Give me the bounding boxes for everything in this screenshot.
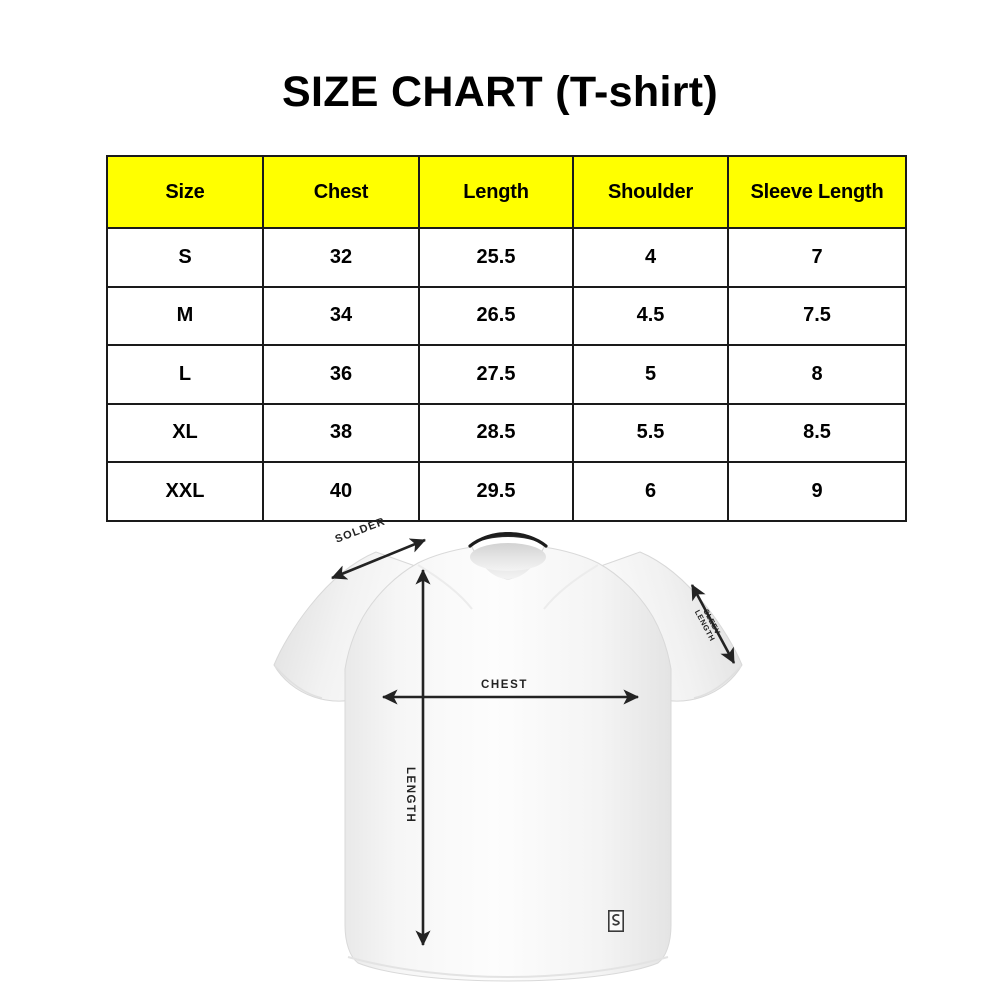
tshirt-measurement-diagram: SOLDER CHEST LENGTH SLEEV LENGTH — [248, 505, 768, 995]
cell-shoulder: 4.5 — [572, 285, 729, 346]
cell-size: XL — [106, 402, 264, 463]
sleeve-length-arrow — [690, 584, 736, 664]
column-header-shoulder: Shoulder — [572, 155, 729, 229]
table-body: S 32 25.5 4 7 M 34 26.5 4.5 7.5 L 36 27.… — [106, 227, 907, 522]
column-header-sleeve-length: Sleeve Length — [727, 155, 907, 229]
table-header-row: Size Chest Length Shoulder Sleeve Length — [106, 155, 907, 229]
cell-chest: 32 — [262, 227, 420, 288]
table-row: XL 38 28.5 5.5 8.5 — [106, 402, 907, 463]
size-chart-table: Size Chest Length Shoulder Sleeve Length… — [106, 155, 907, 522]
page-title: SIZE CHART (T-shirt) — [282, 68, 718, 116]
cell-sleeve-length: 7.5 — [727, 285, 907, 346]
cell-size: S — [106, 227, 264, 288]
cell-length: 29.5 — [418, 461, 574, 522]
cell-shoulder: 6 — [572, 461, 729, 522]
measurement-arrows — [331, 538, 736, 947]
table-row: XXL 40 29.5 6 9 — [106, 461, 907, 522]
column-header-length: Length — [418, 155, 574, 229]
column-header-size: Size — [106, 155, 264, 229]
cell-length: 26.5 — [418, 285, 574, 346]
cell-length: 28.5 — [418, 402, 574, 463]
cell-sleeve-length: 8.5 — [727, 402, 907, 463]
cell-chest: 36 — [262, 344, 420, 405]
cell-sleeve-length: 9 — [727, 461, 907, 522]
cell-length: 27.5 — [418, 344, 574, 405]
cell-sleeve-length: 8 — [727, 344, 907, 405]
cell-chest: 38 — [262, 402, 420, 463]
tshirt-illustration — [273, 532, 743, 982]
cell-shoulder: 4 — [572, 227, 729, 288]
cell-shoulder: 5 — [572, 344, 729, 405]
cell-size: M — [106, 285, 264, 346]
cell-sleeve-length: 7 — [727, 227, 907, 288]
cell-size: XXL — [106, 461, 264, 522]
column-header-chest: Chest — [262, 155, 420, 229]
length-measurement-label: LENGTH — [404, 767, 416, 824]
brand-logo-icon — [608, 910, 624, 932]
table-row: M 34 26.5 4.5 7.5 — [106, 285, 907, 346]
cell-length: 25.5 — [418, 227, 574, 288]
table-header: Size Chest Length Shoulder Sleeve Length — [106, 155, 907, 229]
size-chart-table-container: Size Chest Length Shoulder Sleeve Length… — [106, 155, 907, 522]
tshirt-shape — [273, 532, 743, 982]
cell-shoulder: 5.5 — [572, 402, 729, 463]
cell-chest: 34 — [262, 285, 420, 346]
shoulder-arrow — [331, 538, 426, 580]
cell-chest: 40 — [262, 461, 420, 522]
table-row: S 32 25.5 4 7 — [106, 227, 907, 288]
chest-measurement-label: CHEST — [481, 679, 528, 691]
table-row: L 36 27.5 5 8 — [106, 344, 907, 405]
cell-size: L — [106, 344, 264, 405]
